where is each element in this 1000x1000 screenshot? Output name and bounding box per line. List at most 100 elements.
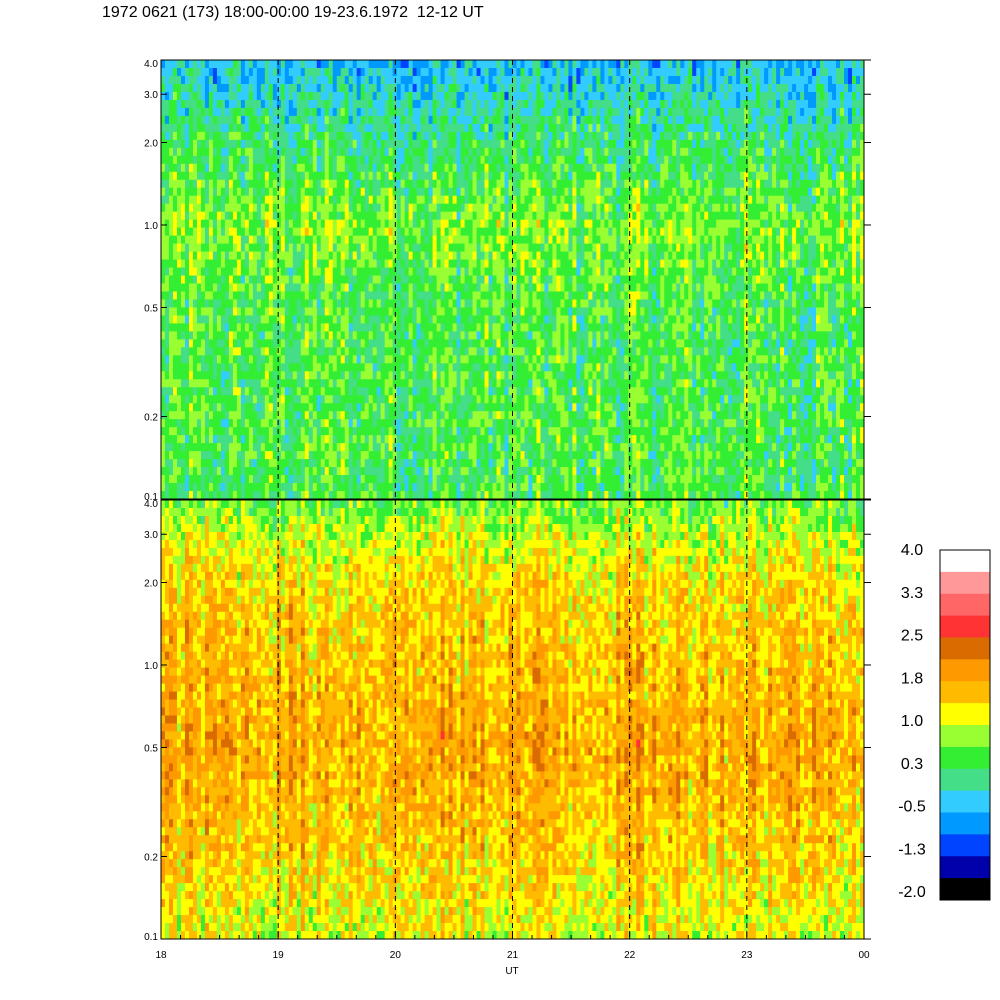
heatmap-cell <box>200 323 206 332</box>
heatmap-cell <box>372 483 378 492</box>
heatmap-cell <box>388 115 394 125</box>
heatmap-cell <box>256 275 262 285</box>
heatmap-cell <box>464 107 470 117</box>
heatmap-cell <box>368 283 374 293</box>
heatmap-cell <box>256 179 262 189</box>
heatmap-cell <box>484 163 490 173</box>
heatmap-cell <box>388 99 394 109</box>
heatmap-cell <box>288 171 294 181</box>
heatmap-cell <box>252 195 258 205</box>
heatmap-cell <box>468 491 474 499</box>
heatmap-cell <box>304 155 310 165</box>
heatmap-cell <box>436 363 442 372</box>
heatmap-cell <box>296 395 302 404</box>
heatmap-cell <box>196 475 202 484</box>
heatmap-cell <box>504 363 510 372</box>
heatmap-cell <box>452 155 458 165</box>
heatmap-cell <box>348 419 354 428</box>
heatmap-cell <box>284 219 290 229</box>
heatmap-cell <box>488 339 494 348</box>
heatmap-cell <box>312 395 318 404</box>
heatmap-cell <box>284 315 290 324</box>
heatmap-cell <box>456 60 462 69</box>
heatmap-cell <box>264 99 270 109</box>
heatmap-cell <box>456 491 462 499</box>
heatmap-cell <box>224 91 230 101</box>
heatmap-cell <box>460 243 466 253</box>
heatmap-cell <box>268 275 274 285</box>
heatmap-cell <box>388 379 394 388</box>
heatmap-cell <box>292 219 298 229</box>
heatmap-cell <box>264 155 270 165</box>
heatmap-cell <box>296 179 302 189</box>
heatmap-cell <box>504 355 510 364</box>
heatmap-cell <box>316 123 322 133</box>
heatmap-cell <box>192 115 198 125</box>
heatmap-cell <box>492 139 498 149</box>
heatmap-cell <box>300 323 306 332</box>
heatmap-cell <box>172 275 178 285</box>
heatmap-cell <box>192 99 198 109</box>
heatmap-cell <box>436 251 442 261</box>
heatmap-cell <box>404 107 410 117</box>
heatmap-cell <box>244 323 250 332</box>
heatmap-cell <box>232 443 238 452</box>
heatmap-cell <box>164 371 170 380</box>
heatmap-cell <box>248 435 254 444</box>
heatmap-cell <box>496 83 502 93</box>
heatmap-cell <box>188 227 194 237</box>
heatmap-cell <box>440 115 446 125</box>
heatmap-cell <box>164 91 170 101</box>
heatmap-cell <box>496 75 502 85</box>
heatmap-cell <box>348 251 354 261</box>
heatmap-cell <box>216 371 222 380</box>
heatmap-cell <box>336 435 342 444</box>
heatmap-cell <box>412 60 418 69</box>
heatmap-cell <box>212 179 218 189</box>
heatmap-cell <box>428 219 434 229</box>
heatmap-cell <box>368 67 374 77</box>
heatmap-cell <box>168 171 174 181</box>
heatmap-cell <box>288 283 294 293</box>
heatmap-cell <box>376 459 382 468</box>
heatmap-cell <box>316 267 322 277</box>
heatmap-cell <box>484 467 490 476</box>
heatmap-cell <box>428 411 434 420</box>
heatmap-cell <box>412 483 418 492</box>
heatmap-cell <box>348 315 354 324</box>
heatmap-cell <box>196 219 202 229</box>
heatmap-cell <box>444 67 450 77</box>
heatmap-cell <box>328 243 334 253</box>
heatmap-cell <box>488 107 494 117</box>
heatmap-cell <box>220 187 226 197</box>
heatmap-cell <box>380 163 386 173</box>
heatmap-cell <box>196 267 202 277</box>
heatmap-cell <box>256 107 262 117</box>
heatmap-cell <box>304 387 310 396</box>
heatmap-cell <box>420 163 426 173</box>
heatmap-cell <box>208 451 214 460</box>
heatmap-cell <box>484 387 490 396</box>
heatmap-cell <box>340 395 346 404</box>
heatmap-cell <box>260 211 266 221</box>
heatmap-cell <box>172 451 178 460</box>
heatmap-cell <box>424 99 430 109</box>
heatmap-cell <box>236 171 242 181</box>
heatmap-cell <box>492 99 498 109</box>
heatmap-cell <box>484 491 490 499</box>
heatmap-cell <box>264 467 270 476</box>
heatmap-cell <box>404 451 410 460</box>
heatmap-cell <box>304 211 310 221</box>
heatmap-cell <box>324 427 330 436</box>
heatmap-cell <box>428 99 434 109</box>
heatmap-cell <box>496 395 502 404</box>
heatmap-cell <box>236 323 242 332</box>
heatmap-cell <box>508 219 514 229</box>
heatmap-cell <box>240 451 246 460</box>
heatmap-cell <box>304 315 310 324</box>
heatmap-cell <box>404 251 410 261</box>
heatmap-cell <box>320 299 326 309</box>
heatmap-cell <box>424 235 430 245</box>
heatmap-cell <box>304 307 310 317</box>
heatmap-cell <box>344 299 350 309</box>
